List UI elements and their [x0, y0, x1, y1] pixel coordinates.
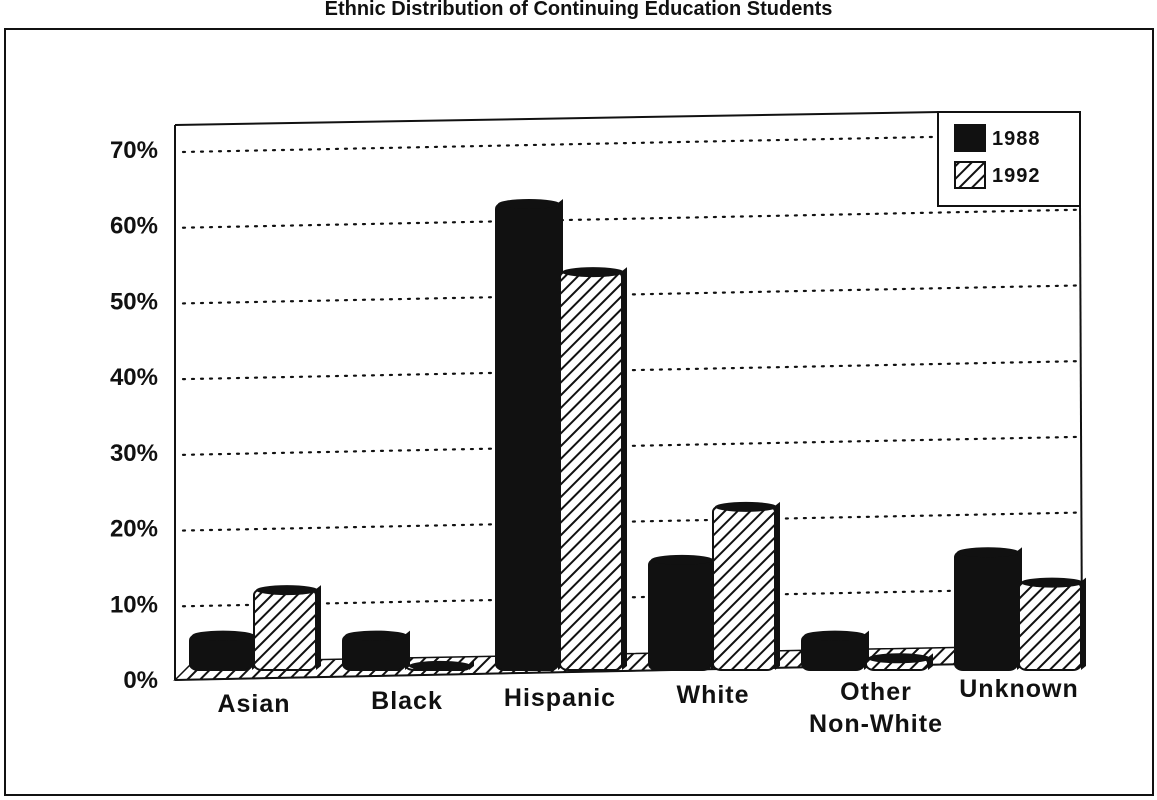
bar-side [775, 501, 780, 670]
bar-1988 [495, 199, 563, 671]
x-category-label: Asian [217, 690, 290, 718]
legend: 1988 1992 [937, 111, 1081, 207]
x-category-label: Other Non-White [809, 678, 943, 738]
y-tick-label: 10% [110, 591, 158, 618]
legend-swatch [954, 161, 986, 189]
bar-front [712, 504, 776, 671]
bar-cap [868, 653, 930, 664]
bar-1988 [189, 630, 257, 671]
legend-label: 1992 [992, 165, 1041, 187]
bar-1988 [954, 547, 1022, 671]
bars [189, 199, 1086, 672]
bar-side [622, 267, 627, 670]
bar-cap [562, 267, 624, 278]
bar-1992 [406, 660, 474, 671]
back-wall-top [174, 111, 941, 126]
gridline [181, 587, 1082, 608]
y-tick-label: 40% [110, 364, 158, 391]
gridline [181, 208, 1082, 229]
gridline [181, 435, 1082, 456]
bar-1992 [1018, 577, 1086, 671]
bar-cap [192, 630, 254, 641]
bar-cap [715, 501, 777, 512]
chart-frame [4, 28, 1154, 796]
gridline [181, 360, 1082, 381]
bar-cap [409, 660, 471, 671]
bar-cap [957, 547, 1019, 558]
bar-1992 [712, 501, 780, 671]
x-category-label: Hispanic [504, 684, 616, 712]
legend-label: 1988 [992, 128, 1041, 150]
bar-cap [498, 199, 560, 209]
bar-1988 [801, 630, 869, 671]
bar-1988 [648, 554, 716, 671]
bar-side [405, 630, 410, 670]
gridline [181, 284, 1082, 305]
y-tick-label: 60% [110, 213, 158, 240]
y-tick-label: 20% [110, 516, 158, 543]
x-category-label: Unknown [959, 675, 1079, 703]
bar-1988 [342, 630, 410, 671]
bar-front [495, 202, 559, 671]
bar-cap [804, 630, 866, 641]
x-category-label: White [676, 681, 749, 709]
y-tick-label: 0% [123, 667, 158, 694]
y-tick-label: 50% [110, 288, 158, 315]
chart-title: Ethnic Distribution of Continuing Educat… [324, 0, 833, 20]
bar-side [1081, 577, 1086, 670]
gridlines [181, 132, 1082, 608]
bar-front [1018, 580, 1082, 671]
x-category-label: Black [371, 687, 443, 715]
bar-cap [345, 630, 407, 641]
bar-1992 [865, 653, 933, 671]
bar-cap [256, 585, 318, 596]
bar-1992 [253, 585, 321, 672]
bar-front [954, 550, 1018, 671]
legend-swatch [954, 124, 986, 152]
y-tick-label: 70% [110, 137, 158, 164]
bar-front [559, 270, 623, 671]
bar-1992 [559, 267, 627, 671]
axis-labels: 0% 10% 20% 30% 40% 50% 60% 70% Asian Black Hispani… [110, 137, 1079, 738]
bar-cap [651, 554, 713, 565]
bar-cap [1021, 577, 1083, 588]
bar-side [469, 660, 474, 670]
back-wall-right [1079, 204, 1083, 646]
y-tick-label: 30% [110, 440, 158, 467]
gridline [181, 132, 1082, 154]
bar-side [316, 585, 321, 670]
legend-box [937, 111, 1081, 207]
bar-front [253, 588, 317, 672]
bar-front [648, 557, 712, 671]
gridline [181, 511, 1082, 532]
